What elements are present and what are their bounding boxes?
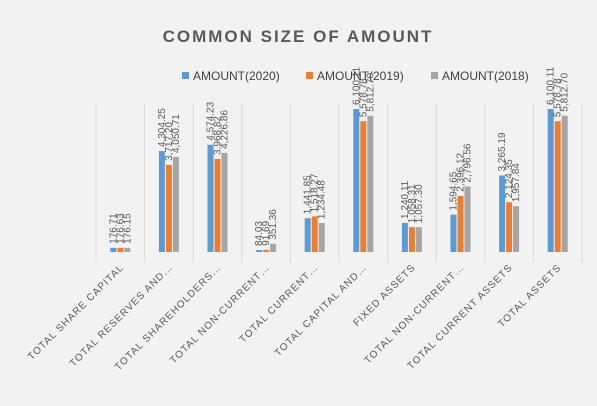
data-label: 1,234.48 xyxy=(317,180,328,219)
data-label: 1,058.31 xyxy=(407,184,418,223)
bar xyxy=(124,247,131,252)
data-label: 2,124.35 xyxy=(504,159,515,198)
data-label: 5,578.78 xyxy=(358,78,369,117)
bar xyxy=(360,121,367,252)
bar xyxy=(214,158,221,252)
data-label: 2,396.12 xyxy=(456,152,467,191)
data-label: 3,968.82 xyxy=(213,116,224,155)
bar xyxy=(165,164,172,252)
bar xyxy=(457,195,464,252)
bar xyxy=(256,250,263,252)
bar xyxy=(415,227,422,252)
category-gridlines xyxy=(95,104,583,262)
bar xyxy=(117,247,124,252)
category-label: TOTAL CAPITAL AND… xyxy=(273,262,370,359)
data-label: 1,057.30 xyxy=(414,184,425,223)
category-label: TOTAL SHARE CAPITAL xyxy=(26,262,126,362)
data-label: 6,100.11 xyxy=(546,66,557,105)
bar xyxy=(561,115,568,253)
bar xyxy=(311,216,318,252)
bar xyxy=(353,109,360,252)
bar xyxy=(304,218,311,252)
data-label: 4,574.23 xyxy=(206,101,217,140)
bar xyxy=(513,206,520,252)
legend-swatch xyxy=(306,72,313,79)
category-label: TOTAL CURRENT ASSETS xyxy=(406,262,516,372)
legend-swatch xyxy=(431,72,438,79)
category-label: TOTAL CURRENT… xyxy=(238,262,321,345)
data-label: 91.69 xyxy=(261,220,272,245)
bar xyxy=(110,247,117,252)
legend-label: AMOUNT(2019) xyxy=(317,69,404,83)
legend-label: AMOUNT(2020) xyxy=(193,69,280,83)
category-label: TOTAL RESERVES AND… xyxy=(68,262,175,369)
data-label: 84.03 xyxy=(254,221,265,246)
data-label: 176.71 xyxy=(108,213,119,244)
bar xyxy=(172,157,179,252)
bars xyxy=(110,109,568,253)
chart-title: COMMON SIZE OF AMOUNT xyxy=(163,27,434,46)
data-label: 4,226.86 xyxy=(220,110,231,149)
data-label: 1,441.85 xyxy=(303,175,314,214)
bar xyxy=(547,109,554,252)
legend: AMOUNT(2020) AMOUNT(2019) AMOUNT(2018) xyxy=(182,69,529,83)
data-label: 351.36 xyxy=(268,209,279,240)
data-label: 5,812.70 xyxy=(365,72,376,111)
data-label: 3,265.19 xyxy=(497,132,508,171)
bar xyxy=(318,223,325,252)
bar xyxy=(207,144,214,252)
bar xyxy=(263,249,270,252)
data-label: 5,578.78 xyxy=(553,78,564,117)
bar xyxy=(464,186,471,252)
bar xyxy=(221,152,228,252)
legend-label: AMOUNT(2018) xyxy=(442,69,529,83)
bar xyxy=(401,222,408,252)
data-label: 1,518.27 xyxy=(310,173,321,212)
bar xyxy=(158,151,165,252)
data-label: 1,594.65 xyxy=(449,171,460,210)
data-label: 176.63 xyxy=(115,213,126,244)
data-label: 3,717.20 xyxy=(164,121,175,160)
category-label: TOTAL NON-CURRENT… xyxy=(363,262,467,366)
bar xyxy=(270,243,277,252)
data-label: 4,304.25 xyxy=(157,108,168,147)
bar xyxy=(367,115,374,253)
data-label: 6,100.11 xyxy=(351,66,362,105)
bar xyxy=(554,121,561,252)
category-label: TOTAL NON-CURRENT… xyxy=(168,262,272,366)
data-label: 1,957.84 xyxy=(511,163,522,202)
data-label: 5,812.70 xyxy=(560,72,571,111)
data-label: 2,796.56 xyxy=(463,143,474,182)
legend-swatch xyxy=(182,72,189,79)
bar xyxy=(450,214,457,252)
data-label: 176.15 xyxy=(122,213,133,244)
data-label: 1,240.11 xyxy=(400,180,411,219)
data-label: 4,050.71 xyxy=(171,114,182,153)
bar xyxy=(499,175,506,252)
bar xyxy=(506,202,513,252)
bar xyxy=(408,227,415,252)
category-label: TOTAL SHAREHOLDERS… xyxy=(113,262,224,373)
